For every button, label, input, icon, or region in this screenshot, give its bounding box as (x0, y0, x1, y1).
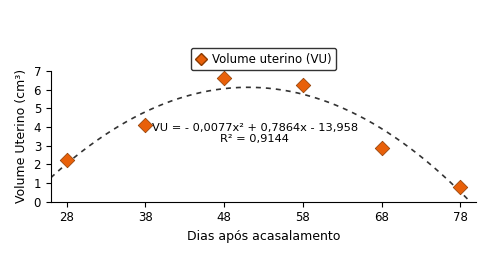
Point (299, 83, 307, 87)
Point (456, 185, 464, 189)
Text: VU = - 0,0077x² + 0,7864x - 13,958
R² = 0,9144: VU = - 0,0077x² + 0,7864x - 13,958 R² = … (152, 123, 358, 144)
Legend: Volume uterino (VU): Volume uterino (VU) (191, 48, 336, 70)
X-axis label: Dias após acasalamento: Dias após acasalamento (187, 230, 340, 243)
Y-axis label: Volume Uterino (cm³): Volume Uterino (cm³) (15, 69, 28, 203)
Point (62, 158, 70, 162)
Point (378, 146, 385, 150)
Point (220, 76, 228, 80)
Point (141, 123, 149, 127)
